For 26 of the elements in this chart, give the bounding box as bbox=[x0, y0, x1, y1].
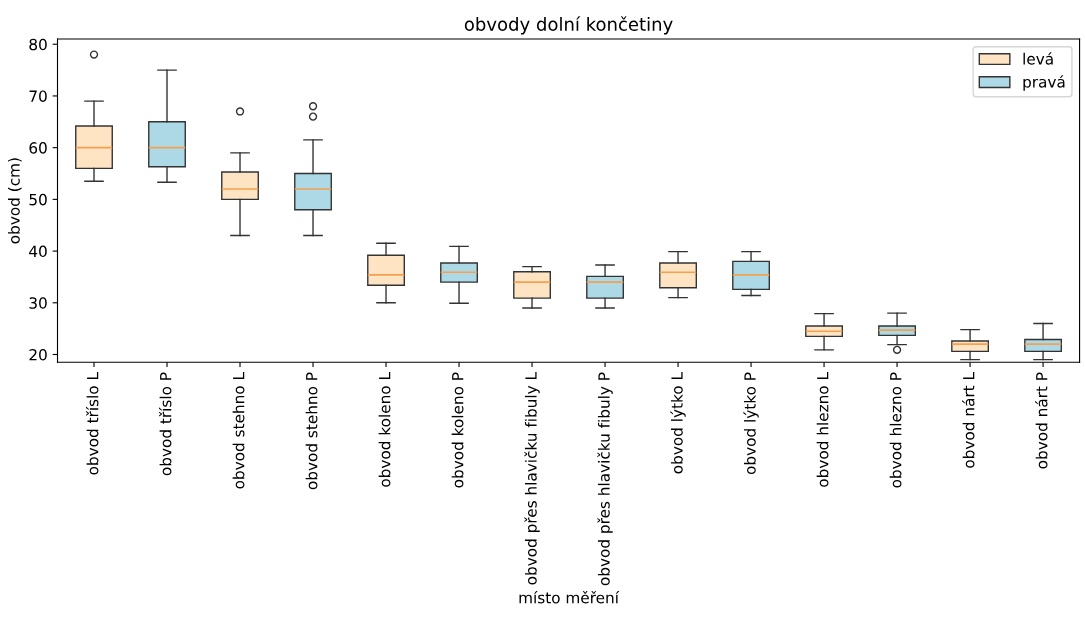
x-tick-label: obvod koleno P bbox=[451, 372, 464, 488]
y-tick-label: 70 bbox=[29, 90, 47, 102]
y-tick-label: 30 bbox=[29, 297, 47, 309]
x-tick-label: obvod hlezno P bbox=[889, 372, 902, 488]
legend-label: pravá bbox=[1023, 75, 1065, 91]
x-tick-label: obvod koleno L bbox=[378, 372, 391, 487]
y-tick-label: 50 bbox=[29, 193, 47, 206]
x-tick-label: obvod přes hlavičku fibuly L bbox=[524, 372, 540, 585]
x-tick-label: obvod tříslo L bbox=[86, 372, 99, 475]
x-tick-label: obvod nárt P bbox=[1035, 372, 1048, 469]
x-tick-label: obvod lýtko L bbox=[670, 372, 686, 474]
x-tick-label: obvod lýtko P bbox=[743, 372, 759, 475]
x-tick-label: obvod hlezno L bbox=[816, 372, 829, 487]
x-tick-label: obvod stehno P bbox=[305, 372, 318, 490]
legend-label: levá bbox=[1023, 52, 1053, 65]
y-tick-label: 40 bbox=[29, 245, 47, 258]
y-tick-label: 60 bbox=[29, 142, 47, 154]
y-tick-label: 20 bbox=[29, 348, 47, 361]
x-axis-title: místo měření bbox=[519, 591, 620, 604]
x-tick-label: obvod stehno L bbox=[232, 372, 245, 489]
x-tick-label: obvod tříslo P bbox=[159, 372, 172, 476]
chart-title: obvody dolní končetiny bbox=[464, 16, 673, 35]
x-tick-label: obvod přes hlavičku fibuly P bbox=[597, 372, 613, 586]
y-axis-title: obvod (cm) bbox=[8, 158, 22, 244]
y-tick-label: 80 bbox=[29, 38, 47, 51]
x-tick-label: obvod nárt L bbox=[962, 372, 975, 468]
